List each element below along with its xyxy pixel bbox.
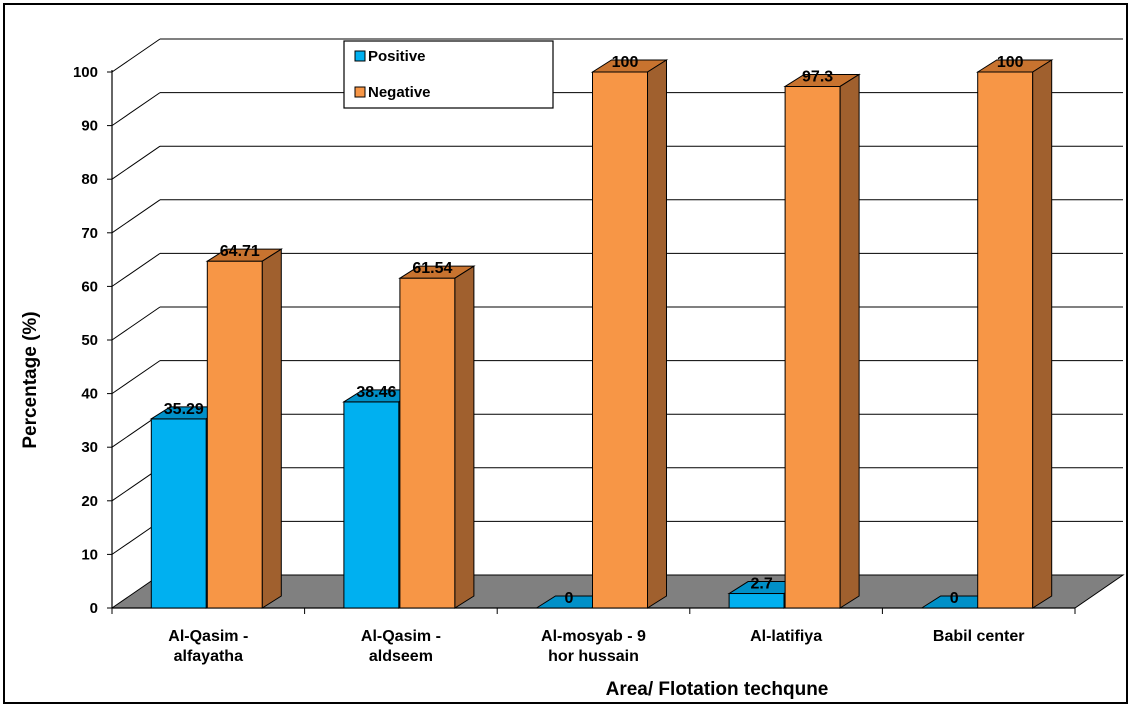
- gridline-diag: [111, 92, 161, 127]
- bar-side: [1032, 59, 1053, 609]
- legend-swatch-positive: [354, 50, 366, 62]
- data-label: 2.7: [750, 576, 772, 593]
- bar-side: [454, 265, 475, 609]
- x-category-label: Al-Qasim -: [361, 628, 441, 645]
- chart-frame: 0 10 20 30 40 50 60 70 80 90 100 35.29 64.71 Al-Qasim…: [3, 3, 1128, 704]
- bar-front: [592, 71, 648, 609]
- bar-front: [977, 71, 1034, 609]
- y-tick-label: 0: [90, 600, 98, 617]
- bar-side: [839, 73, 860, 609]
- data-label: 100: [997, 54, 1024, 71]
- data-label: 100: [612, 54, 639, 71]
- x-category-label: hor hussain: [548, 648, 639, 665]
- x-category-label: Al-Qasim -: [168, 628, 248, 645]
- legend-label-negative: Negative: [368, 84, 431, 101]
- bar-negative: [205, 248, 284, 609]
- legend: Positive Negative: [343, 40, 554, 109]
- x-category-label: Al-mosyab - 9: [541, 628, 646, 645]
- x-category-label: aldseem: [369, 648, 433, 665]
- bar-side: [647, 59, 667, 609]
- bar-side: [261, 248, 282, 609]
- y-axis-title: Percentage (%): [20, 311, 41, 448]
- bar-front: [206, 260, 263, 609]
- bar-negative: [975, 59, 1054, 609]
- y-tick-label: 40: [81, 386, 98, 403]
- gridline-diag: [111, 252, 161, 287]
- legend-swatch-negative: [354, 86, 366, 98]
- y-tick-label: 90: [81, 118, 98, 135]
- gridline-diag: [111, 145, 161, 180]
- bar-negative: [783, 73, 861, 609]
- bars-layer: [149, 59, 1054, 609]
- data-label: 64.71: [220, 243, 260, 260]
- y-tick-label: 60: [81, 278, 98, 295]
- y-tick-label: 100: [73, 64, 98, 81]
- gridline-diag: [111, 306, 161, 341]
- bar-front: [150, 418, 207, 609]
- y-tick-label: 70: [81, 225, 98, 242]
- gridline-diag: [111, 360, 161, 395]
- x-category-label: Babil center: [933, 628, 1025, 645]
- gridline-diag: [111, 199, 161, 234]
- data-label: 61.54: [412, 260, 452, 277]
- data-label: 0: [565, 590, 574, 607]
- x-category-label: alfayatha: [174, 648, 243, 665]
- y-tick-label: 80: [81, 171, 98, 188]
- bar-negative: [398, 265, 476, 609]
- y-tick-label: 50: [81, 332, 98, 349]
- y-tick-label: 30: [81, 439, 98, 456]
- bar-front: [399, 277, 456, 609]
- gridline-diag: [111, 38, 161, 73]
- data-label: 35.29: [164, 401, 204, 418]
- bar-front: [784, 85, 841, 609]
- chart-svg: 0 10 20 30 40 50 60 70 80 90 100 35.29 64.71 Al-Qasim…: [20, 38, 1125, 700]
- bar-front: [343, 401, 400, 609]
- legend-label-positive: Positive: [368, 48, 426, 65]
- labels-layer: 0 10 20 30 40 50 60 70 80 90 100 35.29 64.71 Al-Qasim…: [73, 54, 1025, 665]
- y-tick-label: 20: [81, 493, 98, 510]
- bar-negative: [590, 59, 669, 609]
- x-category-label: Al-latifiya: [750, 628, 822, 645]
- bar-front: [728, 593, 785, 609]
- x-axis-title: Area/ Flotation techqune: [606, 679, 829, 700]
- data-label: 38.46: [356, 384, 396, 401]
- data-label: 97.3: [802, 68, 833, 85]
- data-label: 0: [950, 590, 959, 607]
- y-tick-label: 10: [81, 546, 98, 563]
- legend-box: [343, 40, 554, 109]
